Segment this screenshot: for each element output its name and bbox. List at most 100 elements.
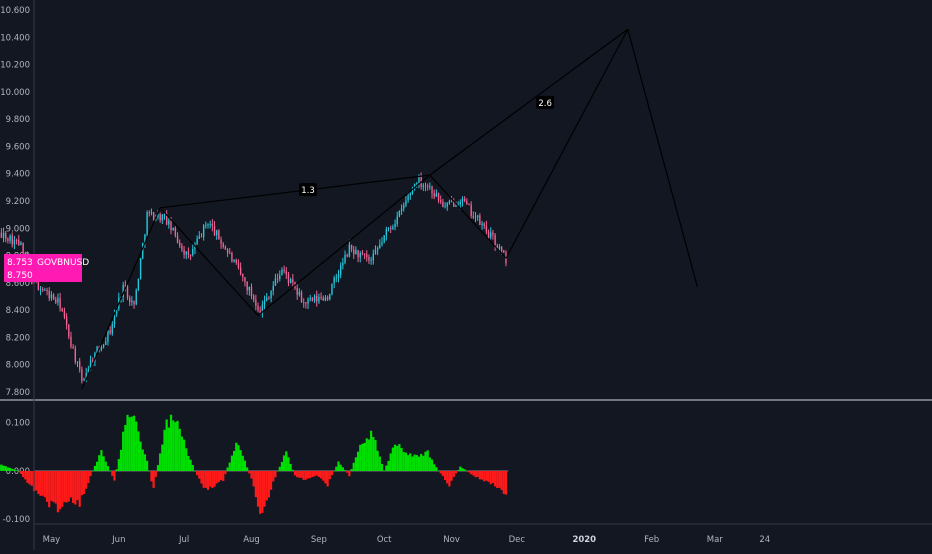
oscillator-bar [129,417,131,471]
oscillator-tick-label: -0.100 [3,515,30,525]
candle-body [360,253,361,257]
oscillator-bar [298,471,300,478]
oscillator-bar [340,465,342,471]
candle-body [373,254,374,261]
candle-body [440,200,441,201]
oscillator-bar [279,467,281,471]
oscillator-bar [35,471,37,491]
oscillator-bar [407,455,409,471]
oscillator-bar [381,464,383,471]
oscillator-bar [172,420,174,471]
candle-body [240,268,241,274]
candle-body [277,279,278,280]
candle-body [190,255,191,256]
candle-body [473,216,474,217]
oscillator-bar [429,457,431,470]
oscillator-bar [92,471,94,472]
candle-body [129,298,130,302]
candle-body [281,270,282,276]
oscillator-bar [464,469,466,471]
oscillator-bar [481,471,483,480]
candle-body [425,185,426,186]
candle-body [3,233,4,238]
candle-body [431,186,432,193]
oscillator-bar [29,471,31,484]
oscillator-bar [400,448,402,471]
oscillator-bar [116,469,118,471]
candle-body [436,193,437,197]
oscillator-bar [233,451,235,471]
candle-body [449,201,450,203]
oscillator-bar [307,471,309,478]
candle-body [320,297,321,298]
candle-body [447,203,448,206]
oscillator-bar [255,471,257,497]
candle-body [20,243,21,245]
oscillator-bar [107,466,109,471]
oscillator-bar [203,471,205,488]
oscillator-bar [259,471,261,514]
candle-body [275,279,276,286]
candle-body [310,298,311,299]
candle-body [357,250,358,257]
candle-body [207,224,208,225]
oscillator-bar [394,445,396,471]
candle-body [283,270,284,272]
candle-body [499,247,500,249]
oscillator-bar [370,431,372,471]
time-tick-label: Sep [311,535,327,545]
candle-body [201,236,202,237]
candle-body [229,253,230,254]
candle-body [488,232,489,238]
oscillator-bar [111,471,113,476]
oscillator-bar [346,471,348,473]
candle-body [16,240,17,241]
candle-body [462,199,463,202]
oscillator-bar [437,471,439,472]
oscillator-bar [26,471,28,483]
oscillator-bar [74,471,76,505]
oscillator-bar [487,471,489,482]
candle-body [333,278,334,284]
oscillator-bar [96,462,98,471]
oscillator-bar [113,471,115,481]
oscillator-bar [126,415,128,471]
oscillator-bar [318,471,320,477]
candle-body [246,282,247,290]
candle-body [270,291,271,298]
price-tick-label: 9.000 [6,224,30,234]
oscillator-bar [235,443,237,471]
oscillator-bar [416,455,418,471]
oscillator-bar [157,465,159,471]
oscillator-bar [122,432,124,471]
oscillator-bar [248,471,250,473]
candle-body [179,243,180,246]
oscillator-bar [183,440,185,471]
candle-body [305,302,306,303]
candle-body [379,245,380,248]
candle-body [49,291,50,298]
candle-body [162,215,163,221]
oscillator-bar [333,471,335,472]
candle-body [268,298,269,299]
oscillator-bar [442,471,444,476]
oscillator-bar [44,471,46,497]
price-tick-label: 9.400 [6,170,30,180]
oscillator-bar [176,421,178,471]
candle-body [477,216,478,217]
oscillator-bar [226,467,228,470]
oscillator-bar [277,471,279,472]
oscillator-bar [16,470,18,471]
oscillator-bar [242,456,244,471]
candle-body [492,233,493,235]
candle-body [410,194,411,196]
candle-body [355,250,356,254]
candle-body [199,236,200,238]
candle-body [353,250,354,255]
candle-body [101,347,102,350]
oscillator-bar [364,443,366,471]
candle-body [168,220,169,224]
oscillator-bar [398,444,400,471]
candle-body [288,274,289,283]
oscillator-bar [168,428,170,471]
